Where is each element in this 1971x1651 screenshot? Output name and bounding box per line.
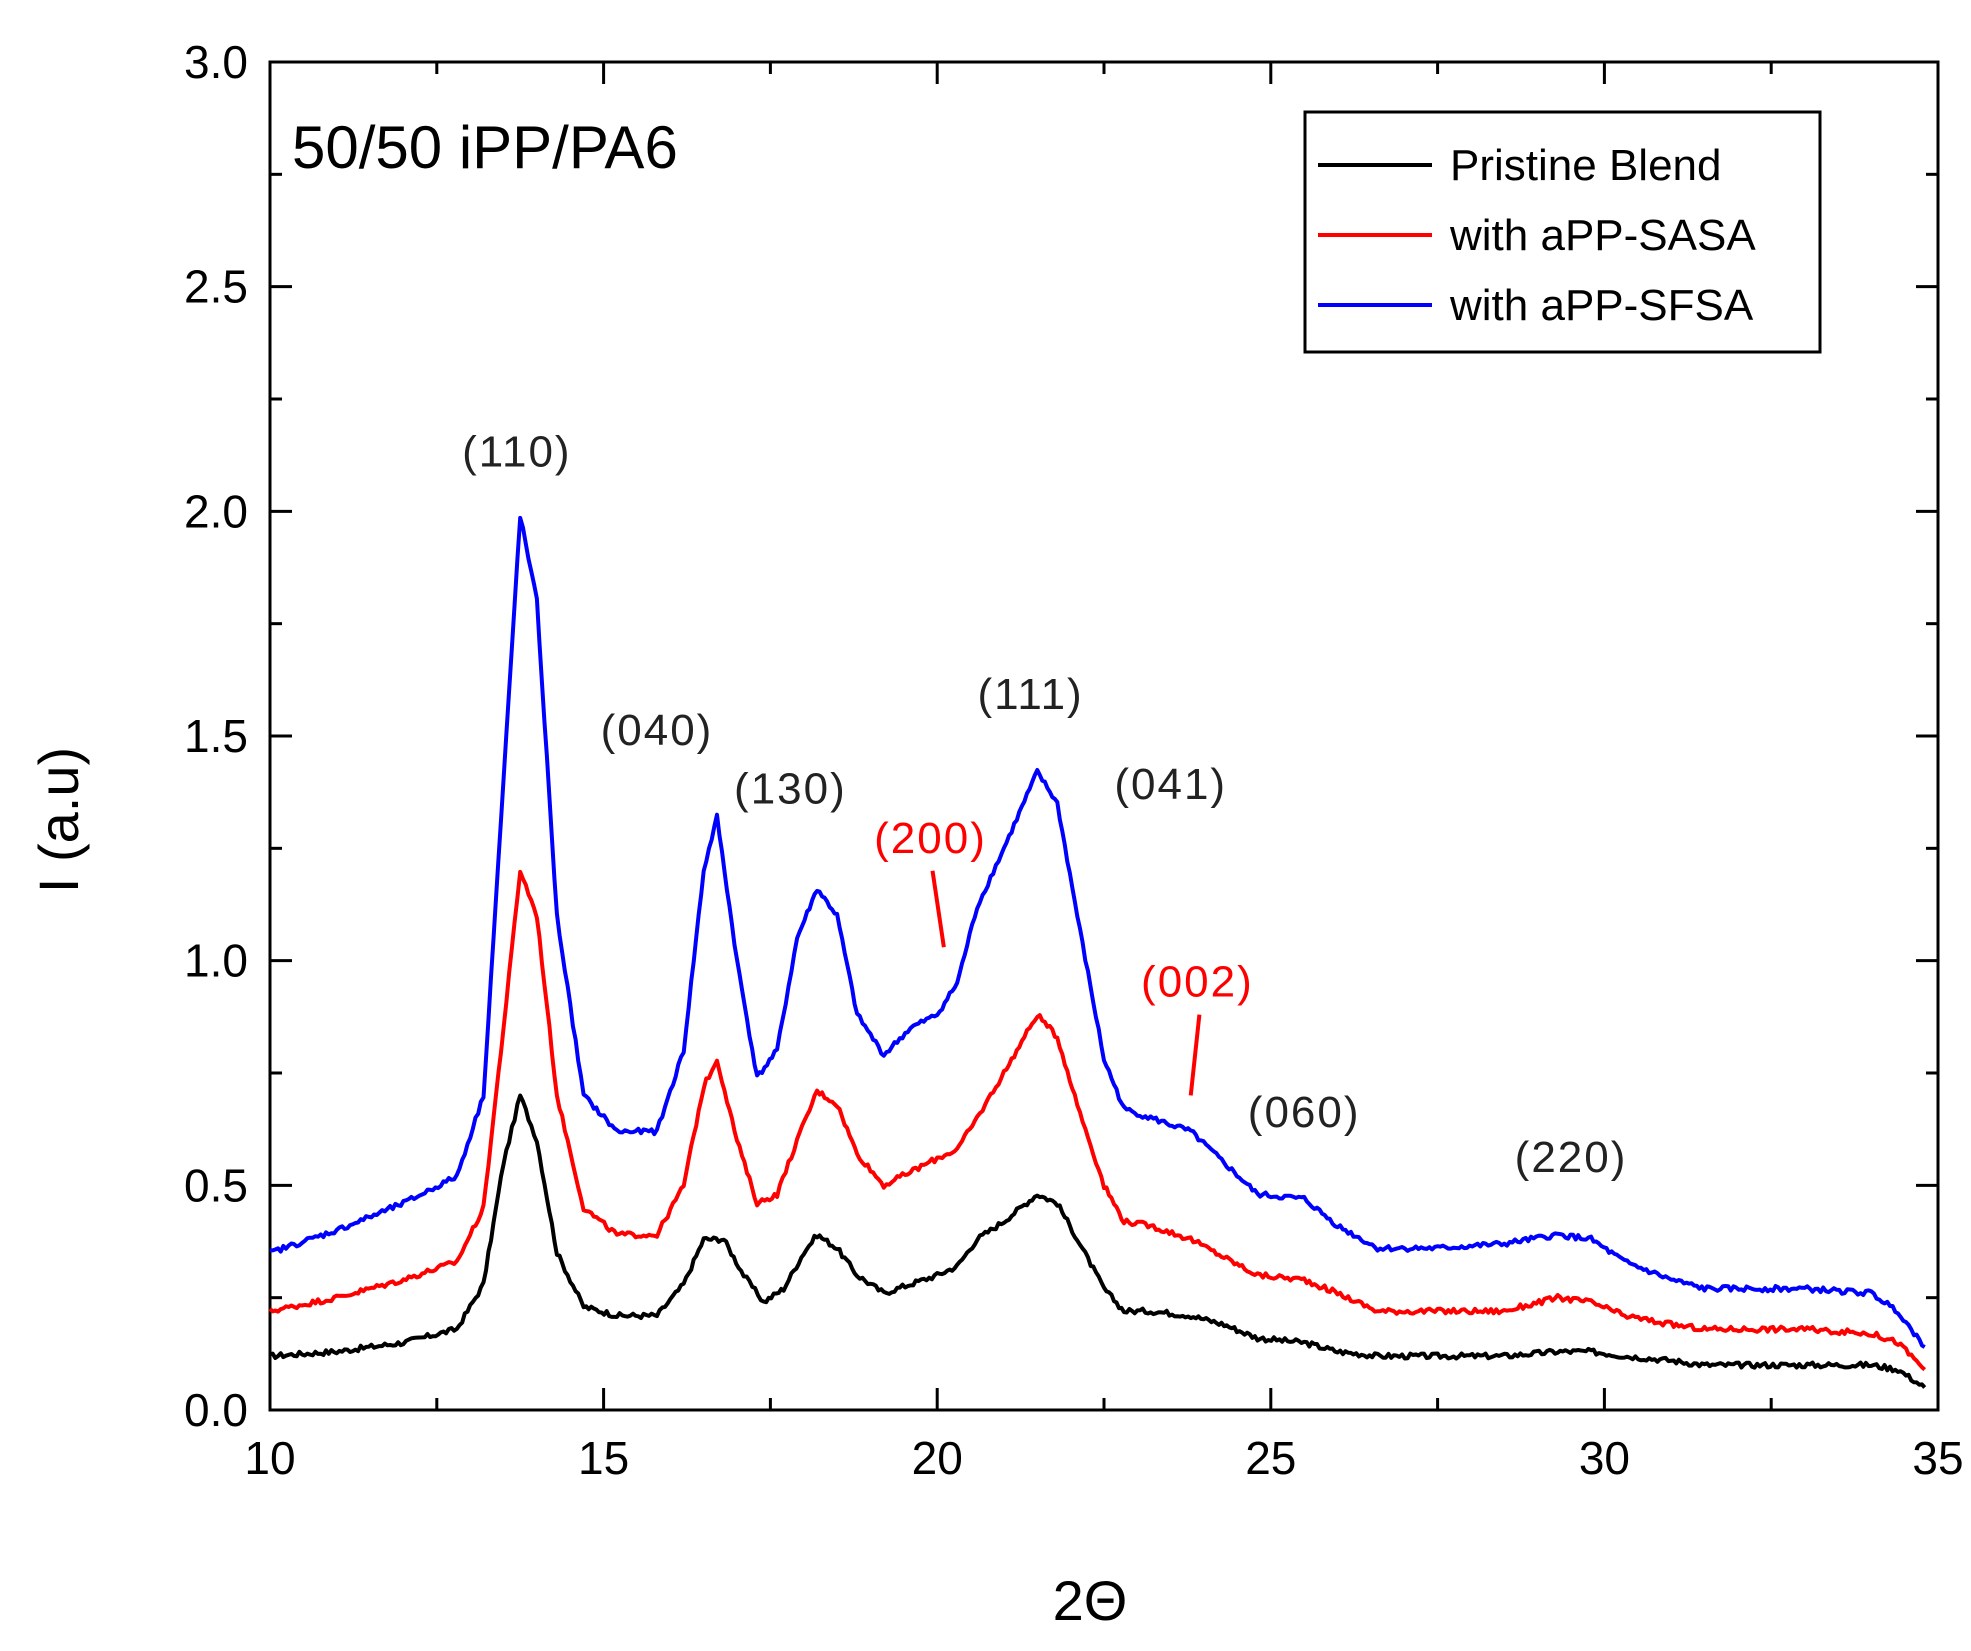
x-tick-label: 20 xyxy=(912,1432,963,1484)
peak-label: (220) xyxy=(1515,1133,1628,1182)
x-tick-label: 15 xyxy=(578,1432,629,1484)
x-tick-label: 30 xyxy=(1579,1432,1630,1484)
peak-label: (002) xyxy=(1141,958,1254,1007)
legend-box xyxy=(1303,110,1822,354)
peak-pointer-line xyxy=(930,870,946,948)
legend-label: with aPP-SFSA xyxy=(1449,281,1754,330)
y-tick-label: 2.0 xyxy=(184,485,248,537)
series-line xyxy=(268,869,1927,1372)
y-tick-label: 0.0 xyxy=(184,1384,248,1436)
y-tick-label: 2.5 xyxy=(184,261,248,313)
peak-label: (110) xyxy=(462,427,571,476)
axis-tick-labels: 10 15 20 25 30 35 0.0 0.5 1.0 1.5 2.0 2.5 3.0 xyxy=(184,36,1964,1484)
peak-label: (130) xyxy=(734,764,847,813)
peak-label: (111) xyxy=(978,670,1084,719)
peak-label: (041) xyxy=(1114,760,1227,809)
y-tick-label: 1.5 xyxy=(184,710,248,762)
legend: Pristine Blend with aPP-SASA with aPP-SFSA xyxy=(1303,110,1822,354)
y-tick-label: 1.0 xyxy=(184,935,248,987)
y-tick-label: 0.5 xyxy=(184,1159,248,1211)
peak-annotations: (110) (040) (130) (200) (111) (041) (002) (060)… xyxy=(462,427,1628,1182)
x-tick-label: 25 xyxy=(1245,1432,1296,1484)
x-axis-title: 2Θ xyxy=(1053,1569,1128,1632)
y-axis-title: I (a.u) xyxy=(27,747,90,893)
legend-label: Pristine Blend xyxy=(1450,141,1721,190)
x-tick-label: 10 xyxy=(244,1432,295,1484)
y-tick-label: 3.0 xyxy=(184,36,248,88)
data-series xyxy=(268,515,1927,1389)
axis-ticks xyxy=(268,60,1940,1412)
peak-pointer-line xyxy=(1188,1014,1202,1096)
peak-label: (040) xyxy=(601,706,714,755)
peak-label: (060) xyxy=(1248,1088,1361,1137)
peak-label: (200) xyxy=(874,814,987,863)
chart-title: 50/50 iPP/PA6 xyxy=(292,114,678,181)
legend-label: with aPP-SASA xyxy=(1449,211,1756,260)
series-line xyxy=(269,1093,1927,1389)
x-tick-label: 35 xyxy=(1912,1432,1963,1484)
series-line xyxy=(269,515,1926,1349)
